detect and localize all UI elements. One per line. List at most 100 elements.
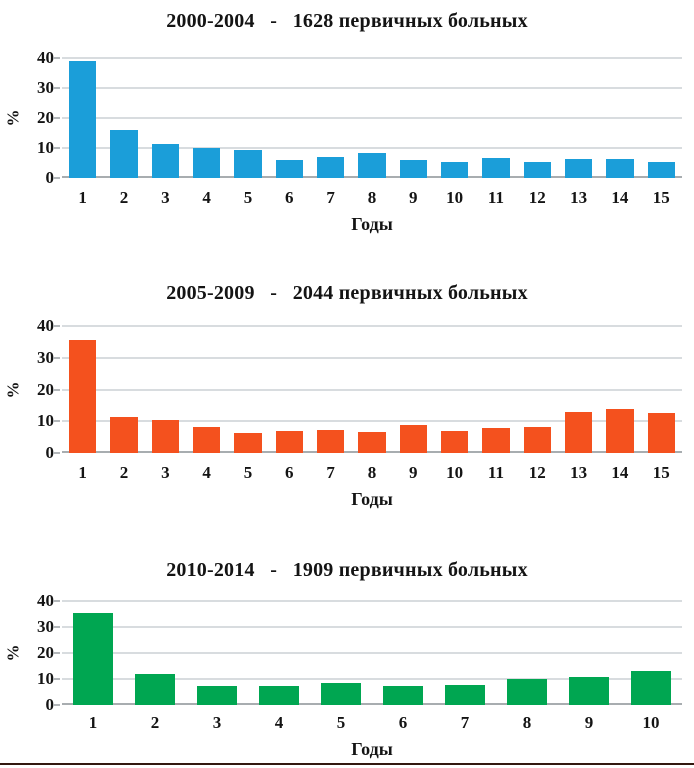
bar — [151, 419, 179, 453]
x-tick-label: 2 — [119, 463, 129, 482]
bar — [399, 425, 427, 453]
y-axis-title: % — [3, 381, 22, 398]
gridline — [62, 388, 682, 391]
bar — [110, 417, 138, 453]
x-tick-label: 3 — [161, 188, 170, 207]
gridline — [62, 678, 682, 680]
bar-slot — [599, 326, 640, 453]
chart-body: % 0 10 20 30 40 1 2 3 4 5 6 7 8 9 10 Годы — [0, 591, 694, 761]
x-axis-title: Годы — [351, 489, 393, 509]
x-tick-label: 3 — [161, 463, 170, 482]
bar-slot — [103, 58, 144, 178]
bar-slot — [124, 601, 186, 705]
y-tick-mark — [53, 704, 60, 706]
bar — [69, 61, 97, 178]
y-tick-label: 20 — [37, 379, 54, 399]
x-tick-label: 1 — [88, 713, 98, 732]
bar-slot — [269, 58, 310, 178]
bar-slot — [517, 326, 558, 453]
x-tick-label: 2 — [150, 713, 160, 732]
y-axis-label-col: % — [0, 326, 26, 453]
y-tick-mark — [53, 87, 60, 89]
bar — [358, 152, 386, 178]
y-axis-label-col: % — [0, 58, 26, 178]
x-tick-label: 3 — [212, 713, 222, 732]
axis-left-col: % 0 10 20 30 40 — [0, 316, 62, 462]
chart-2010-2014: 2010-2014 - 1909 первичных больных % 0 10… — [0, 557, 694, 761]
x-tick-label: 12 — [528, 188, 546, 207]
x-tick-label: 14 — [611, 188, 629, 207]
x-tick-label: 4 — [274, 713, 284, 732]
chart-title: 2010-2014 - 1909 первичных больных — [166, 559, 528, 581]
bar — [275, 160, 303, 178]
bar — [234, 433, 262, 453]
y-tick-label: 20 — [37, 643, 54, 662]
bar — [134, 673, 176, 705]
bar — [151, 143, 179, 178]
bar-slot — [434, 326, 475, 453]
gridline — [62, 652, 682, 654]
x-tick-label: 6 — [285, 188, 294, 207]
x-tick-label: 4 — [202, 188, 211, 207]
axis-left-col: % 0 10 20 30 40 — [0, 48, 62, 187]
gridline — [62, 57, 682, 59]
bar — [258, 686, 300, 705]
x-tick-label: 12 — [528, 463, 546, 482]
y-tick-label: 40 — [37, 316, 54, 335]
bar-slot — [558, 326, 599, 453]
bar-slot — [496, 601, 558, 705]
bar — [482, 427, 510, 453]
bar — [69, 340, 97, 453]
bar — [647, 413, 675, 453]
bars-row — [62, 601, 682, 705]
x-tick-label: 11 — [487, 188, 504, 207]
plot-area — [53, 325, 682, 454]
bar-slot — [393, 326, 434, 453]
bar — [399, 160, 427, 178]
plot-wrap: 1 2 3 4 5 6 7 8 9 10 Годы — [53, 600, 682, 761]
x-axis-title: Годы — [351, 739, 393, 759]
chart-body: % 0 10 20 30 40 1 2 3 4 5 6 7 8 9 10 11 12 13 14 15 Годы — [0, 316, 694, 511]
x-tick-label: 1 — [78, 463, 87, 482]
x-tick-labels: 1 2 3 4 5 6 7 8 9 10 — [62, 711, 682, 735]
x-tick-label: 5 — [243, 188, 253, 207]
x-tick-label: 15 — [652, 188, 670, 207]
bar-slot — [475, 326, 516, 453]
plot-area — [53, 57, 682, 179]
bar — [440, 430, 469, 453]
plot-area — [53, 600, 682, 706]
bar-slot — [641, 58, 682, 178]
bar — [606, 409, 634, 453]
bottom-rule — [0, 763, 694, 765]
x-tick-label: 9 — [409, 188, 418, 207]
y-tick-label: 0 — [45, 168, 55, 187]
bar-slot — [393, 58, 434, 178]
x-tick-labels: 1 2 3 4 5 6 7 8 9 10 11 12 13 14 15 — [62, 461, 682, 485]
bar-slot — [434, 58, 475, 178]
bar-slot — [310, 326, 351, 453]
x-tick-label: 9 — [409, 463, 418, 482]
y-tick-mark — [53, 356, 60, 359]
bar — [317, 429, 345, 453]
chart-title: 2005-2009 - 2044 первичных больных — [166, 282, 528, 304]
gridline — [62, 87, 682, 89]
bar-slot — [434, 601, 496, 705]
y-axis: 0 10 20 30 40 — [26, 48, 62, 187]
bar-slot — [620, 601, 682, 705]
bar-slot — [227, 58, 268, 178]
bar-slot — [269, 326, 310, 453]
x-tick-label: 5 — [336, 713, 346, 732]
bar-slot — [186, 601, 248, 705]
bar — [196, 686, 238, 705]
bar-slot — [186, 326, 227, 453]
bar-slot — [227, 326, 268, 453]
bar — [440, 161, 469, 178]
y-tick-label: 40 — [37, 591, 54, 610]
axis-left-col: % 0 10 20 30 40 — [0, 591, 62, 714]
y-tick-mark — [53, 177, 60, 179]
bar — [358, 432, 386, 453]
bar-slot — [145, 326, 186, 453]
bar-slot — [62, 58, 103, 178]
chart-2005-2009: 2005-2009 - 2044 первичных больных % 0 10… — [0, 280, 694, 511]
